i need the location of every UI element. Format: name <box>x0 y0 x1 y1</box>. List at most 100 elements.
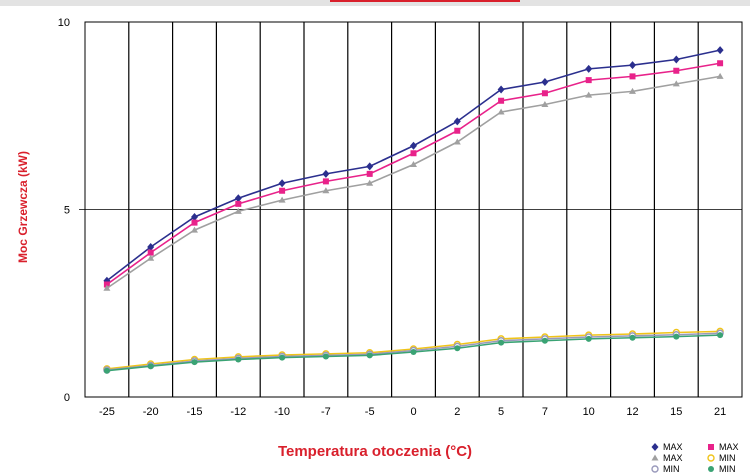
data-point <box>651 464 659 473</box>
data-point <box>322 178 329 185</box>
legend-marker-icon <box>707 453 715 462</box>
data-point <box>147 363 154 370</box>
legend-item: MAX <box>706 441 739 452</box>
data-point <box>234 207 242 214</box>
data-point <box>708 443 714 450</box>
x-tick-label: 21 <box>714 406 726 418</box>
data-point <box>235 356 242 363</box>
data-point <box>673 333 680 340</box>
x-tick-label: 0 <box>410 406 416 418</box>
data-point <box>147 254 155 261</box>
data-point <box>717 60 724 67</box>
data-point <box>629 61 636 70</box>
data-point <box>279 187 286 194</box>
data-point <box>707 453 715 462</box>
y-tick-label: 0 <box>64 392 70 404</box>
data-point <box>716 46 724 55</box>
data-point <box>191 213 198 221</box>
legend-marker-icon <box>708 465 714 472</box>
data-point <box>585 77 592 84</box>
data-point <box>453 117 461 126</box>
data-point <box>103 367 110 374</box>
data-point <box>147 243 155 251</box>
legend-item: MAX <box>650 452 683 463</box>
data-point <box>410 349 417 355</box>
data-point <box>629 334 636 341</box>
series-3 <box>103 72 724 291</box>
legend-label: MAX <box>719 441 739 452</box>
tick-labels: -25 -20 -15 -12 -10 -7 -5 0 2 5 7 10 12 15 21 0 5 10 <box>58 17 726 418</box>
data-point <box>716 72 724 79</box>
y-tick-label: 5 <box>64 205 70 217</box>
data-point <box>278 179 286 188</box>
legend-item: MIN <box>650 463 680 474</box>
data-point <box>235 200 242 207</box>
data-point <box>497 85 505 94</box>
data-point <box>147 249 154 256</box>
data-point <box>191 226 198 233</box>
top-header-band <box>0 0 750 6</box>
y-axis-label: Moc Grzewcza (kW) <box>16 150 30 264</box>
data-point <box>585 64 593 73</box>
x-tick-label: -12 <box>230 406 246 418</box>
data-point <box>278 196 286 203</box>
legend-marker-icon <box>651 442 659 451</box>
data-point <box>454 127 461 134</box>
data-point <box>498 97 505 104</box>
data-point <box>410 150 417 157</box>
y-tick-label: 10 <box>58 17 70 29</box>
x-tick-label: 5 <box>498 406 504 418</box>
series-6 <box>103 332 724 374</box>
data-point <box>191 359 198 366</box>
data-point <box>651 442 659 451</box>
x-tick-label: 15 <box>670 406 682 418</box>
x-axis-label: Temperatura otoczenia (°C) <box>277 443 473 460</box>
data-point <box>585 91 593 98</box>
legend-item: MIN <box>706 452 736 463</box>
data-point <box>541 337 548 344</box>
x-tick-label: 7 <box>542 406 548 418</box>
data-point <box>191 219 198 226</box>
x-tick-label: -15 <box>187 406 203 418</box>
x-tick-label: 2 <box>454 406 460 418</box>
x-tick-label: -25 <box>99 406 115 418</box>
legend: MAX MAX MAX MIN MIN MIN <box>647 438 750 474</box>
x-tick-label: -7 <box>321 406 331 418</box>
data-point <box>541 101 549 107</box>
data-point <box>629 87 636 94</box>
data-point <box>366 170 373 177</box>
series-layer <box>103 46 724 374</box>
x-tick-label: 10 <box>583 406 595 418</box>
data-point <box>717 332 724 339</box>
data-point <box>279 354 286 361</box>
data-point <box>322 187 330 194</box>
legend-item: MAX <box>650 441 683 452</box>
data-point <box>366 179 374 186</box>
data-point <box>366 162 374 171</box>
data-point <box>541 78 549 86</box>
data-point <box>672 80 680 87</box>
series-2 <box>103 60 724 288</box>
x-tick-label: -10 <box>274 406 290 418</box>
data-point <box>585 335 592 342</box>
data-point <box>497 108 505 115</box>
grid-lines <box>79 21 743 398</box>
data-point <box>366 352 373 359</box>
x-tick-label: -5 <box>365 406 375 418</box>
data-point <box>651 454 659 460</box>
data-point <box>673 67 680 74</box>
data-point <box>410 141 417 150</box>
top-accent-line <box>330 0 520 2</box>
legend-label: MAX <box>663 441 683 452</box>
data-point <box>410 161 417 167</box>
legend-label: MAX <box>663 452 683 463</box>
data-point <box>541 90 548 97</box>
data-point <box>454 345 461 352</box>
legend-item: MIN <box>706 463 736 474</box>
legend-marker-icon <box>651 454 659 460</box>
data-point <box>629 73 636 80</box>
legend-marker-icon <box>708 443 714 450</box>
data-point <box>103 281 110 288</box>
x-tick-label: 12 <box>626 406 638 418</box>
